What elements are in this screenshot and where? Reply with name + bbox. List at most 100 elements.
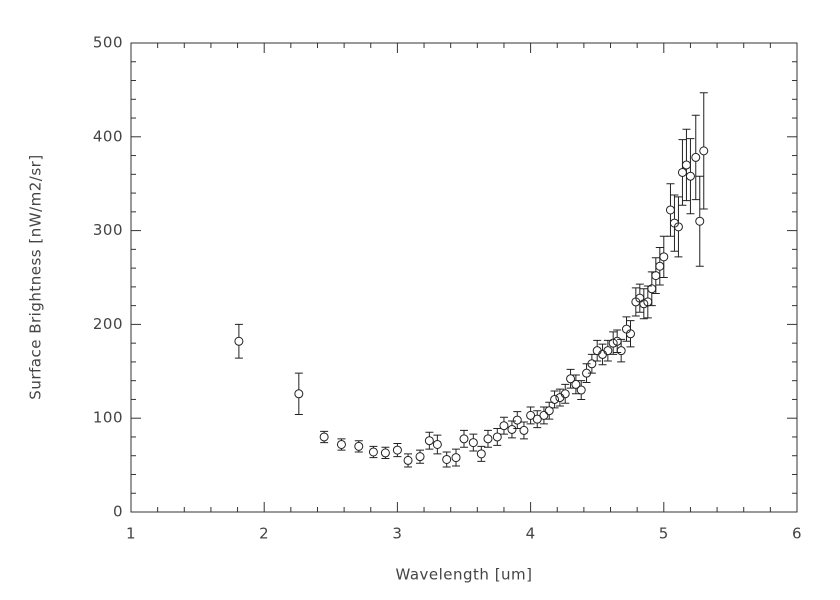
data-point [544, 406, 554, 416]
error-bar [651, 257, 660, 294]
y-tick-label: 300 [93, 221, 123, 239]
y-axis-label: Surface Brightness [nW/m2/sr] [27, 154, 45, 399]
data-point [512, 415, 522, 425]
error-bar [566, 368, 575, 389]
data-point [695, 216, 705, 226]
data-point [234, 336, 244, 346]
error-bar [639, 288, 648, 320]
data-point [651, 271, 661, 281]
error-bar [582, 363, 591, 384]
error-bar [609, 331, 618, 355]
data-point [555, 393, 565, 403]
error-bar [631, 287, 640, 317]
error-bar [550, 390, 559, 409]
error-bar [617, 338, 626, 363]
error-bar [442, 451, 451, 468]
x-tick-label: 3 [392, 525, 402, 543]
error-bar [483, 429, 492, 448]
data-point [468, 438, 478, 448]
data-point [598, 349, 608, 359]
error-bar [659, 235, 668, 278]
error-bar [561, 383, 570, 404]
y-tick-label: 400 [93, 127, 123, 145]
data-point [603, 346, 613, 356]
data-point [451, 453, 461, 463]
error-bar [477, 445, 486, 462]
data-point [691, 152, 701, 162]
error-bar [533, 410, 542, 429]
error-bar [526, 406, 535, 425]
data-point [459, 434, 469, 444]
data-point [392, 445, 402, 455]
data-point [532, 414, 542, 424]
data-point [415, 452, 425, 462]
error-bar [686, 138, 695, 215]
data-point [639, 299, 649, 309]
data-point [587, 359, 597, 369]
data-point [319, 432, 329, 442]
error-bar [452, 448, 461, 467]
error-bar [507, 420, 516, 439]
error-bar [555, 388, 564, 407]
error-bar [577, 380, 586, 400]
error-bar [499, 416, 508, 435]
error-bar [519, 421, 528, 440]
error-bar [539, 406, 548, 425]
data-point [560, 389, 570, 399]
data-point [368, 447, 378, 457]
data-point [592, 346, 602, 356]
data-point [566, 374, 576, 384]
error-bar [699, 92, 708, 210]
error-bar [674, 196, 683, 258]
error-bar [545, 401, 554, 420]
data-point [483, 434, 493, 444]
data-point [336, 439, 346, 449]
data-point [659, 252, 669, 262]
data-point [576, 385, 586, 395]
error-bar [587, 353, 596, 374]
error-bar [670, 194, 679, 252]
data-point [677, 167, 687, 177]
data-point [626, 329, 635, 339]
data-point [685, 171, 695, 181]
data-point [616, 346, 626, 356]
data-point [294, 389, 304, 399]
data-point [507, 424, 517, 434]
data-point [380, 448, 390, 458]
error-bar [593, 339, 602, 362]
data-point [499, 421, 509, 431]
error-bar [234, 323, 243, 359]
data-point [681, 160, 691, 170]
error-bar [393, 443, 402, 458]
x-axis-label: Wavelength [um] [395, 566, 532, 584]
data-point [655, 261, 665, 271]
data-point [550, 394, 560, 404]
data-point [699, 146, 709, 156]
error-bar [666, 183, 675, 237]
error-bar [647, 271, 656, 307]
data-point [424, 436, 434, 446]
x-tick-label: 2 [259, 525, 269, 543]
data-point [665, 205, 675, 215]
data-point [519, 425, 529, 435]
plot-frame [130, 42, 798, 513]
x-tick-label: 5 [659, 525, 669, 543]
error-bar [460, 429, 468, 448]
y-tick-label: 200 [93, 315, 123, 333]
error-bar [695, 175, 704, 267]
x-tick-label: 1 [126, 525, 136, 543]
data-point [608, 338, 618, 348]
error-bar [369, 445, 378, 459]
error-bar [469, 433, 478, 452]
error-bar [320, 430, 329, 444]
data-point [539, 410, 549, 420]
y-tick-label: 100 [93, 409, 123, 427]
error-bar [425, 431, 434, 450]
y-tick-label: 0 [113, 503, 123, 521]
error-bar [691, 114, 700, 201]
error-bar [513, 411, 522, 430]
error-bar [493, 428, 502, 446]
data-point [673, 222, 683, 232]
error-bar [337, 438, 346, 451]
